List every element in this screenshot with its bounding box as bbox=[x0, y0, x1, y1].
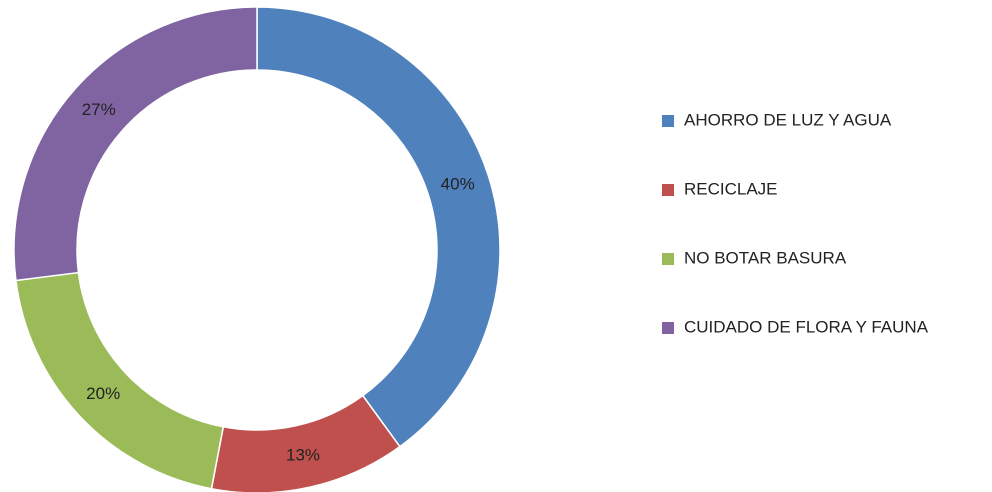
donut-segment bbox=[13, 6, 258, 282]
legend-label: NO BOTAR BASURA bbox=[684, 248, 847, 267]
donut-segment bbox=[256, 6, 501, 448]
donut-segment bbox=[15, 271, 225, 490]
legend-label: CUIDADO DE FLORA Y FAUNA bbox=[684, 317, 929, 336]
data-label: 20% bbox=[86, 384, 120, 403]
legend-swatch bbox=[662, 115, 674, 127]
legend-swatch bbox=[662, 322, 674, 334]
legend-swatch bbox=[662, 253, 674, 265]
donut-segment bbox=[210, 394, 401, 492]
data-label: 27% bbox=[82, 100, 116, 119]
legend-label: AHORRO DE LUZ Y AGUA bbox=[684, 110, 892, 129]
data-label: 13% bbox=[286, 445, 320, 464]
data-label: 40% bbox=[441, 174, 475, 193]
legend-swatch bbox=[662, 184, 674, 196]
legend-label: RECICLAJE bbox=[684, 179, 778, 198]
